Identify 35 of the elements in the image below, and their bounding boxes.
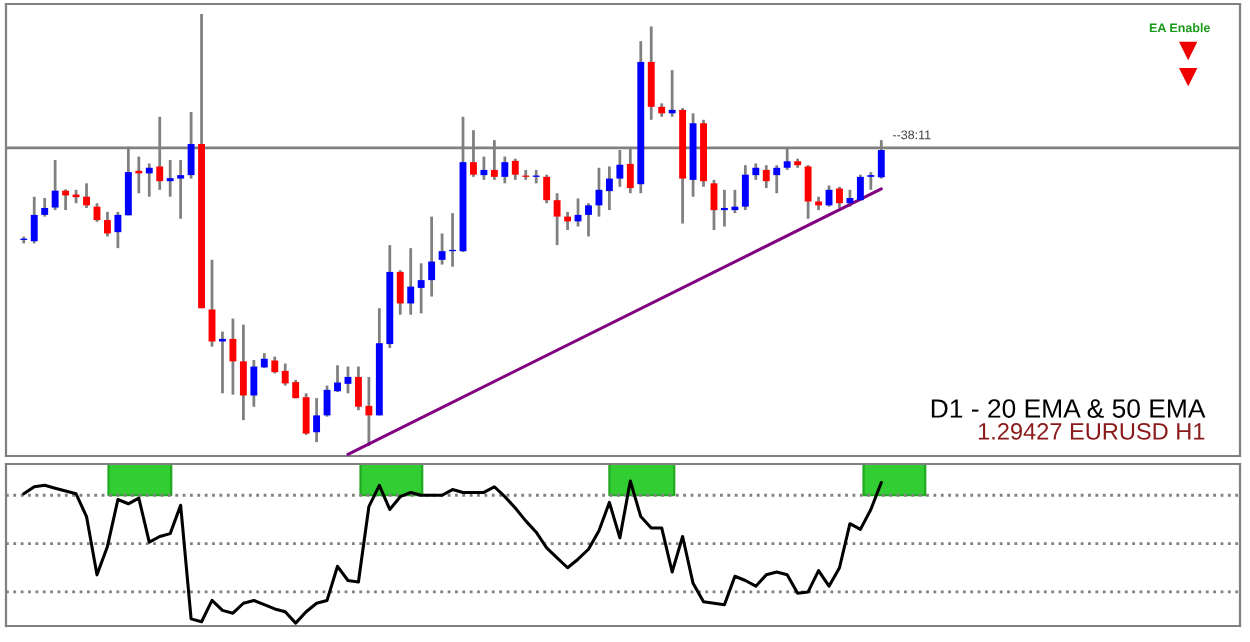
candlestick xyxy=(396,268,404,317)
candlestick xyxy=(773,163,781,195)
candlestick xyxy=(302,391,310,437)
candlestick xyxy=(114,210,122,250)
candlestick xyxy=(145,162,153,199)
candlestick xyxy=(480,155,488,182)
candlestick xyxy=(239,323,247,422)
candlestick xyxy=(438,232,446,266)
candlestick xyxy=(595,166,603,218)
candlestick xyxy=(867,170,875,192)
candlestick xyxy=(585,201,592,238)
text: 1.29427 EURUSD H1 xyxy=(978,423,1205,440)
candlestick xyxy=(407,246,415,317)
candlestick xyxy=(417,261,425,315)
candlestick xyxy=(804,163,812,221)
candlestick xyxy=(313,396,321,444)
candlestick xyxy=(41,196,49,218)
candlestick xyxy=(856,173,864,202)
candlestick xyxy=(741,163,749,212)
candlestick xyxy=(647,25,655,122)
candlestick xyxy=(836,185,843,210)
candlestick xyxy=(501,155,509,185)
candlestick xyxy=(511,157,519,182)
text: D1 - 20 EMA & 50 EMA xyxy=(931,399,1206,418)
candlestick xyxy=(83,181,90,210)
candlestick xyxy=(543,173,551,205)
candlestick xyxy=(250,358,258,409)
candlestick xyxy=(428,215,436,298)
candlestick xyxy=(103,210,111,238)
candlestick xyxy=(553,191,561,247)
candlestick xyxy=(229,317,237,397)
candlestick xyxy=(762,163,770,190)
candlestick xyxy=(605,165,613,212)
candlestick xyxy=(51,158,59,212)
candlestick xyxy=(30,195,38,245)
